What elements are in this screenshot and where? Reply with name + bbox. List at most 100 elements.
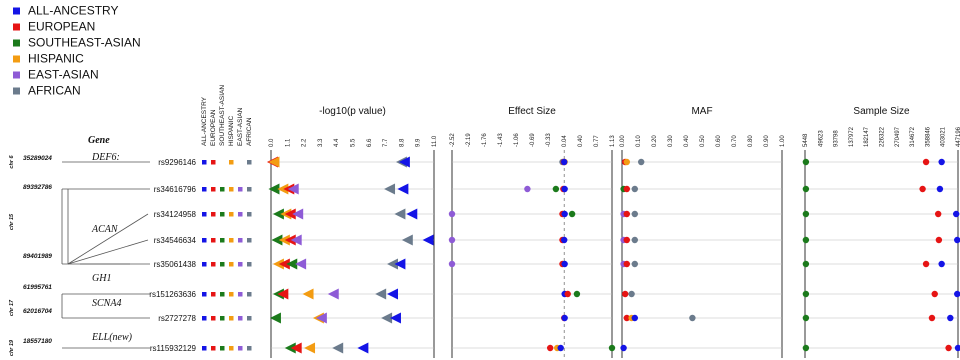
legend-swatch <box>13 87 20 95</box>
data-point-circle <box>802 210 810 218</box>
legend-swatch <box>13 39 20 47</box>
data-point-triangle <box>302 288 314 300</box>
data-point-triangle <box>272 258 284 270</box>
data-point-triangle <box>315 312 327 324</box>
data-point-triangle <box>384 183 396 195</box>
ancestry-column-header: SOUTHEAST-ASIAN <box>219 85 226 146</box>
data-point-triangle <box>295 258 307 270</box>
gene-header: Gene <box>88 135 110 146</box>
position-label: 35289024 <box>23 155 52 162</box>
position-label: 18557180 <box>23 338 52 345</box>
data-point-circle <box>568 210 576 218</box>
tick-label: 314672 <box>910 126 916 147</box>
data-point-circle <box>802 290 810 298</box>
panel-title: Sample Size <box>853 106 910 117</box>
gene-label: ELL(new) <box>91 332 133 343</box>
ancestry-availability-square <box>229 187 234 192</box>
data-point-triangle <box>304 342 316 354</box>
data-point-triangle <box>286 258 298 270</box>
ancestry-column-header: EUROPEAN <box>210 109 217 146</box>
position-label: 89401989 <box>23 253 52 260</box>
tick-label: 8.8 <box>399 138 405 147</box>
data-point-triangle <box>277 183 289 195</box>
tick-label: 1.1 <box>285 138 291 147</box>
position-label: 62016704 <box>23 308 52 315</box>
ancestry-availability-square <box>220 238 225 243</box>
data-point-triangle <box>387 288 399 300</box>
snp-label: rs115932129 <box>150 344 197 353</box>
ancestry-availability-square <box>202 238 207 243</box>
ancestry-availability-square <box>211 187 216 192</box>
data-point-circle <box>938 158 945 166</box>
data-point-circle <box>802 236 810 244</box>
data-point-circle <box>928 314 936 322</box>
ancestry-availability-square <box>229 346 234 351</box>
position-label: 61995761 <box>23 284 52 291</box>
ancestry-availability-square <box>202 316 207 321</box>
position-label: 89392786 <box>23 184 52 191</box>
data-point-circle <box>631 236 638 244</box>
tick-label: -2.19 <box>466 133 472 147</box>
tick-label: 270497 <box>895 126 901 147</box>
legend-label: ALL-ANCESTRY <box>28 4 118 18</box>
data-point-triangle <box>332 342 344 354</box>
panel-title: Effect Size <box>508 106 556 117</box>
tick-label: 358846 <box>925 126 931 147</box>
panel-title: -log10(p value) <box>319 106 386 117</box>
ancestry-availability-square <box>247 292 252 297</box>
data-point-triangle <box>398 156 410 168</box>
data-point-triangle <box>375 288 387 300</box>
data-point-circle <box>945 344 952 352</box>
data-point-circle <box>557 344 564 352</box>
data-point-circle <box>622 290 629 298</box>
data-point-triangle <box>381 312 393 324</box>
tick-label: 0.10 <box>636 135 642 147</box>
data-point-triangle <box>389 312 401 324</box>
tick-label: 6.6 <box>367 138 373 147</box>
data-point-circle <box>561 210 568 218</box>
panel-0: -log10(p value) 0.0 1.1 2.2 3.3 4.4 5.5 6.6 7.7 8… <box>266 106 438 358</box>
data-point-triangle <box>290 234 302 246</box>
data-point-triangle <box>284 342 296 354</box>
ancestry-availability-square <box>247 187 252 192</box>
legend-label: EAST-ASIAN <box>28 68 99 82</box>
data-point-circle <box>935 236 943 244</box>
data-point-triangle <box>394 258 406 270</box>
ancestry-availability-square <box>238 262 243 267</box>
legend-swatch <box>13 23 20 31</box>
data-point-circle <box>802 185 810 193</box>
ancestry-availability-square <box>211 238 216 243</box>
data-point-circle <box>922 158 930 166</box>
tick-label: 0.30 <box>668 135 674 147</box>
tick-label: 0.50 <box>700 135 706 147</box>
data-point-circle <box>561 314 568 322</box>
tick-label: 9.9 <box>416 138 422 147</box>
tick-label: 5448 <box>803 133 809 147</box>
chromosome-label: chr 6 <box>9 154 15 168</box>
ancestry-availability-square <box>211 212 216 217</box>
tick-label: 4.4 <box>334 138 340 147</box>
data-point-circle <box>623 260 630 268</box>
ancestry-column-header: EAST-ASIAN <box>237 107 244 146</box>
data-point-circle <box>802 260 810 268</box>
data-point-triangle <box>284 208 296 220</box>
tick-label: 0.04 <box>562 135 568 147</box>
ancestry-availability-square <box>247 262 252 267</box>
legend-label: HISPANIC <box>28 52 84 66</box>
ancestry-availability-square <box>229 262 234 267</box>
ancestry-availability-square <box>238 346 243 351</box>
data-point-circle <box>954 290 960 298</box>
data-point-circle <box>631 210 638 218</box>
connector-line <box>67 213 149 265</box>
panel-1: Effect Size -2.52 -2.19 -1.76 -1.43 -1.06 -0.6… <box>448 106 616 358</box>
chromosome-label: chr 17 <box>9 299 15 316</box>
data-point-triangle <box>272 208 284 220</box>
tick-label: 0.40 <box>684 135 690 147</box>
ancestry-column-header: ALL-ANCESTRY <box>201 96 208 146</box>
data-point-circle <box>623 314 630 322</box>
tick-label: 0.80 <box>748 135 754 147</box>
data-point-triangle <box>387 258 399 270</box>
data-point-triangle <box>327 288 339 300</box>
tick-label: 1.00 <box>780 135 786 147</box>
data-point-circle <box>628 290 635 298</box>
